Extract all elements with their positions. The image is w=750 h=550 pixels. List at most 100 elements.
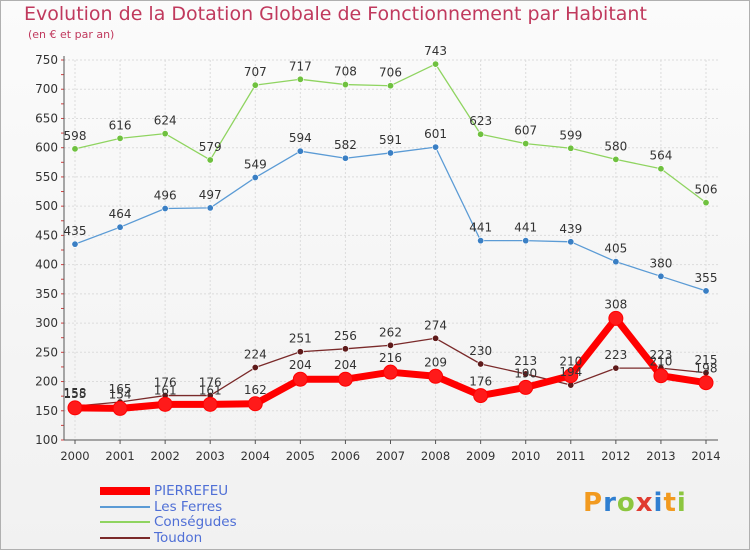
logo-letter: r: [603, 488, 617, 518]
data-point: [161, 130, 169, 138]
data-label: 580: [604, 139, 627, 153]
data-point: [296, 75, 304, 83]
data-point: [428, 368, 444, 384]
data-point: [518, 379, 534, 395]
chart-subtitle: (en € et par an): [28, 28, 115, 41]
x-tick-label: 2012: [601, 449, 630, 463]
legend-swatch: [100, 521, 150, 523]
legend-label: Toudon: [154, 530, 203, 546]
data-point: [477, 130, 485, 138]
data-label: 224: [244, 348, 267, 362]
data-label: 223: [604, 348, 627, 362]
data-label: 176: [154, 376, 177, 390]
data-label: 441: [514, 221, 537, 235]
legend-item-pierrefeu: PIERREFEU: [100, 483, 360, 499]
data-label: 591: [379, 133, 402, 147]
data-point: [386, 341, 394, 349]
data-point: [247, 396, 263, 412]
data-point: [383, 364, 398, 380]
data-point: [112, 400, 128, 416]
y-tick-label: 200: [35, 375, 58, 389]
data-point: [653, 368, 669, 384]
data-label: 308: [604, 297, 627, 311]
y-tick-label: 750: [35, 53, 58, 67]
data-point: [612, 155, 620, 163]
legend-label: Conségudes: [154, 514, 237, 530]
chart-title: Evolution de la Dotation Globale de Fonc…: [24, 3, 647, 25]
data-point: [116, 223, 124, 231]
x-tick-label: 2008: [421, 449, 450, 463]
x-tick-label: 2014: [691, 449, 720, 463]
data-label: 161: [154, 383, 177, 397]
data-point: [337, 371, 353, 387]
data-point: [296, 348, 304, 356]
legend-swatch: [100, 537, 150, 539]
data-label: 155: [64, 387, 87, 401]
y-tick-label: 450: [35, 228, 58, 242]
data-point: [251, 364, 259, 372]
data-label: 582: [334, 138, 357, 152]
data-label: 158: [64, 386, 87, 400]
data-point: [386, 149, 394, 157]
data-label: 708: [334, 65, 357, 79]
x-tick-label: 2007: [376, 449, 405, 463]
data-label: 176: [469, 375, 492, 389]
legend-item-consegudes: Conségudes: [100, 514, 360, 530]
x-tick-label: 2013: [646, 449, 675, 463]
legend-label: PIERREFEU: [154, 483, 229, 499]
data-point: [296, 147, 304, 155]
data-label: 209: [424, 355, 447, 369]
data-label: 607: [514, 124, 537, 138]
y-tick-label: 500: [35, 199, 58, 213]
data-point: [657, 272, 665, 280]
data-label: 154: [109, 387, 132, 401]
data-label: 707: [244, 65, 267, 79]
data-label: 162: [244, 383, 267, 397]
data-point: [657, 165, 665, 173]
logo-letter: o: [616, 488, 636, 518]
legend-item-toudon: Toudon: [100, 530, 360, 546]
y-tick-label: 600: [35, 141, 58, 155]
data-point: [567, 144, 575, 152]
data-label: 190: [514, 366, 537, 380]
data-label: 165: [109, 382, 132, 396]
data-label: 256: [334, 329, 357, 343]
data-point: [341, 81, 349, 89]
y-tick-label: 250: [35, 345, 58, 359]
data-label: 161: [199, 383, 222, 397]
data-label: 706: [379, 66, 402, 80]
y-tick-label: 350: [35, 287, 58, 301]
y-tick-label: 400: [35, 258, 58, 272]
data-label: 204: [289, 358, 312, 372]
data-point: [522, 370, 530, 378]
data-label: 616: [109, 118, 132, 132]
logo-letter: t: [663, 488, 677, 518]
data-label: 204: [334, 358, 357, 372]
data-point: [432, 60, 440, 68]
data-label: 579: [199, 140, 222, 154]
data-label: 624: [154, 114, 177, 128]
data-point: [612, 364, 620, 372]
x-tick-label: 2003: [196, 449, 225, 463]
data-point: [477, 237, 485, 245]
x-tick-labels: 2000 2001 2002 2003 2004 2005 2006 2007 2008 2009…: [60, 449, 720, 463]
data-label: 435: [64, 224, 87, 238]
y-tick-label: 550: [35, 170, 58, 184]
data-label: 564: [649, 149, 672, 163]
data-label: 194: [559, 365, 582, 379]
data-point: [702, 199, 710, 207]
data-point: [341, 154, 349, 162]
data-label: 623: [469, 114, 492, 128]
data-label: 223: [649, 348, 672, 362]
data-point: [206, 156, 214, 164]
logo-letter: i: [653, 488, 664, 518]
data-label: 355: [695, 271, 718, 285]
data-point: [341, 345, 349, 353]
data-label: 176: [199, 376, 222, 390]
data-label: 599: [559, 128, 582, 142]
data-point: [612, 258, 620, 266]
data-point: [116, 134, 124, 142]
data-label: 598: [64, 129, 87, 143]
